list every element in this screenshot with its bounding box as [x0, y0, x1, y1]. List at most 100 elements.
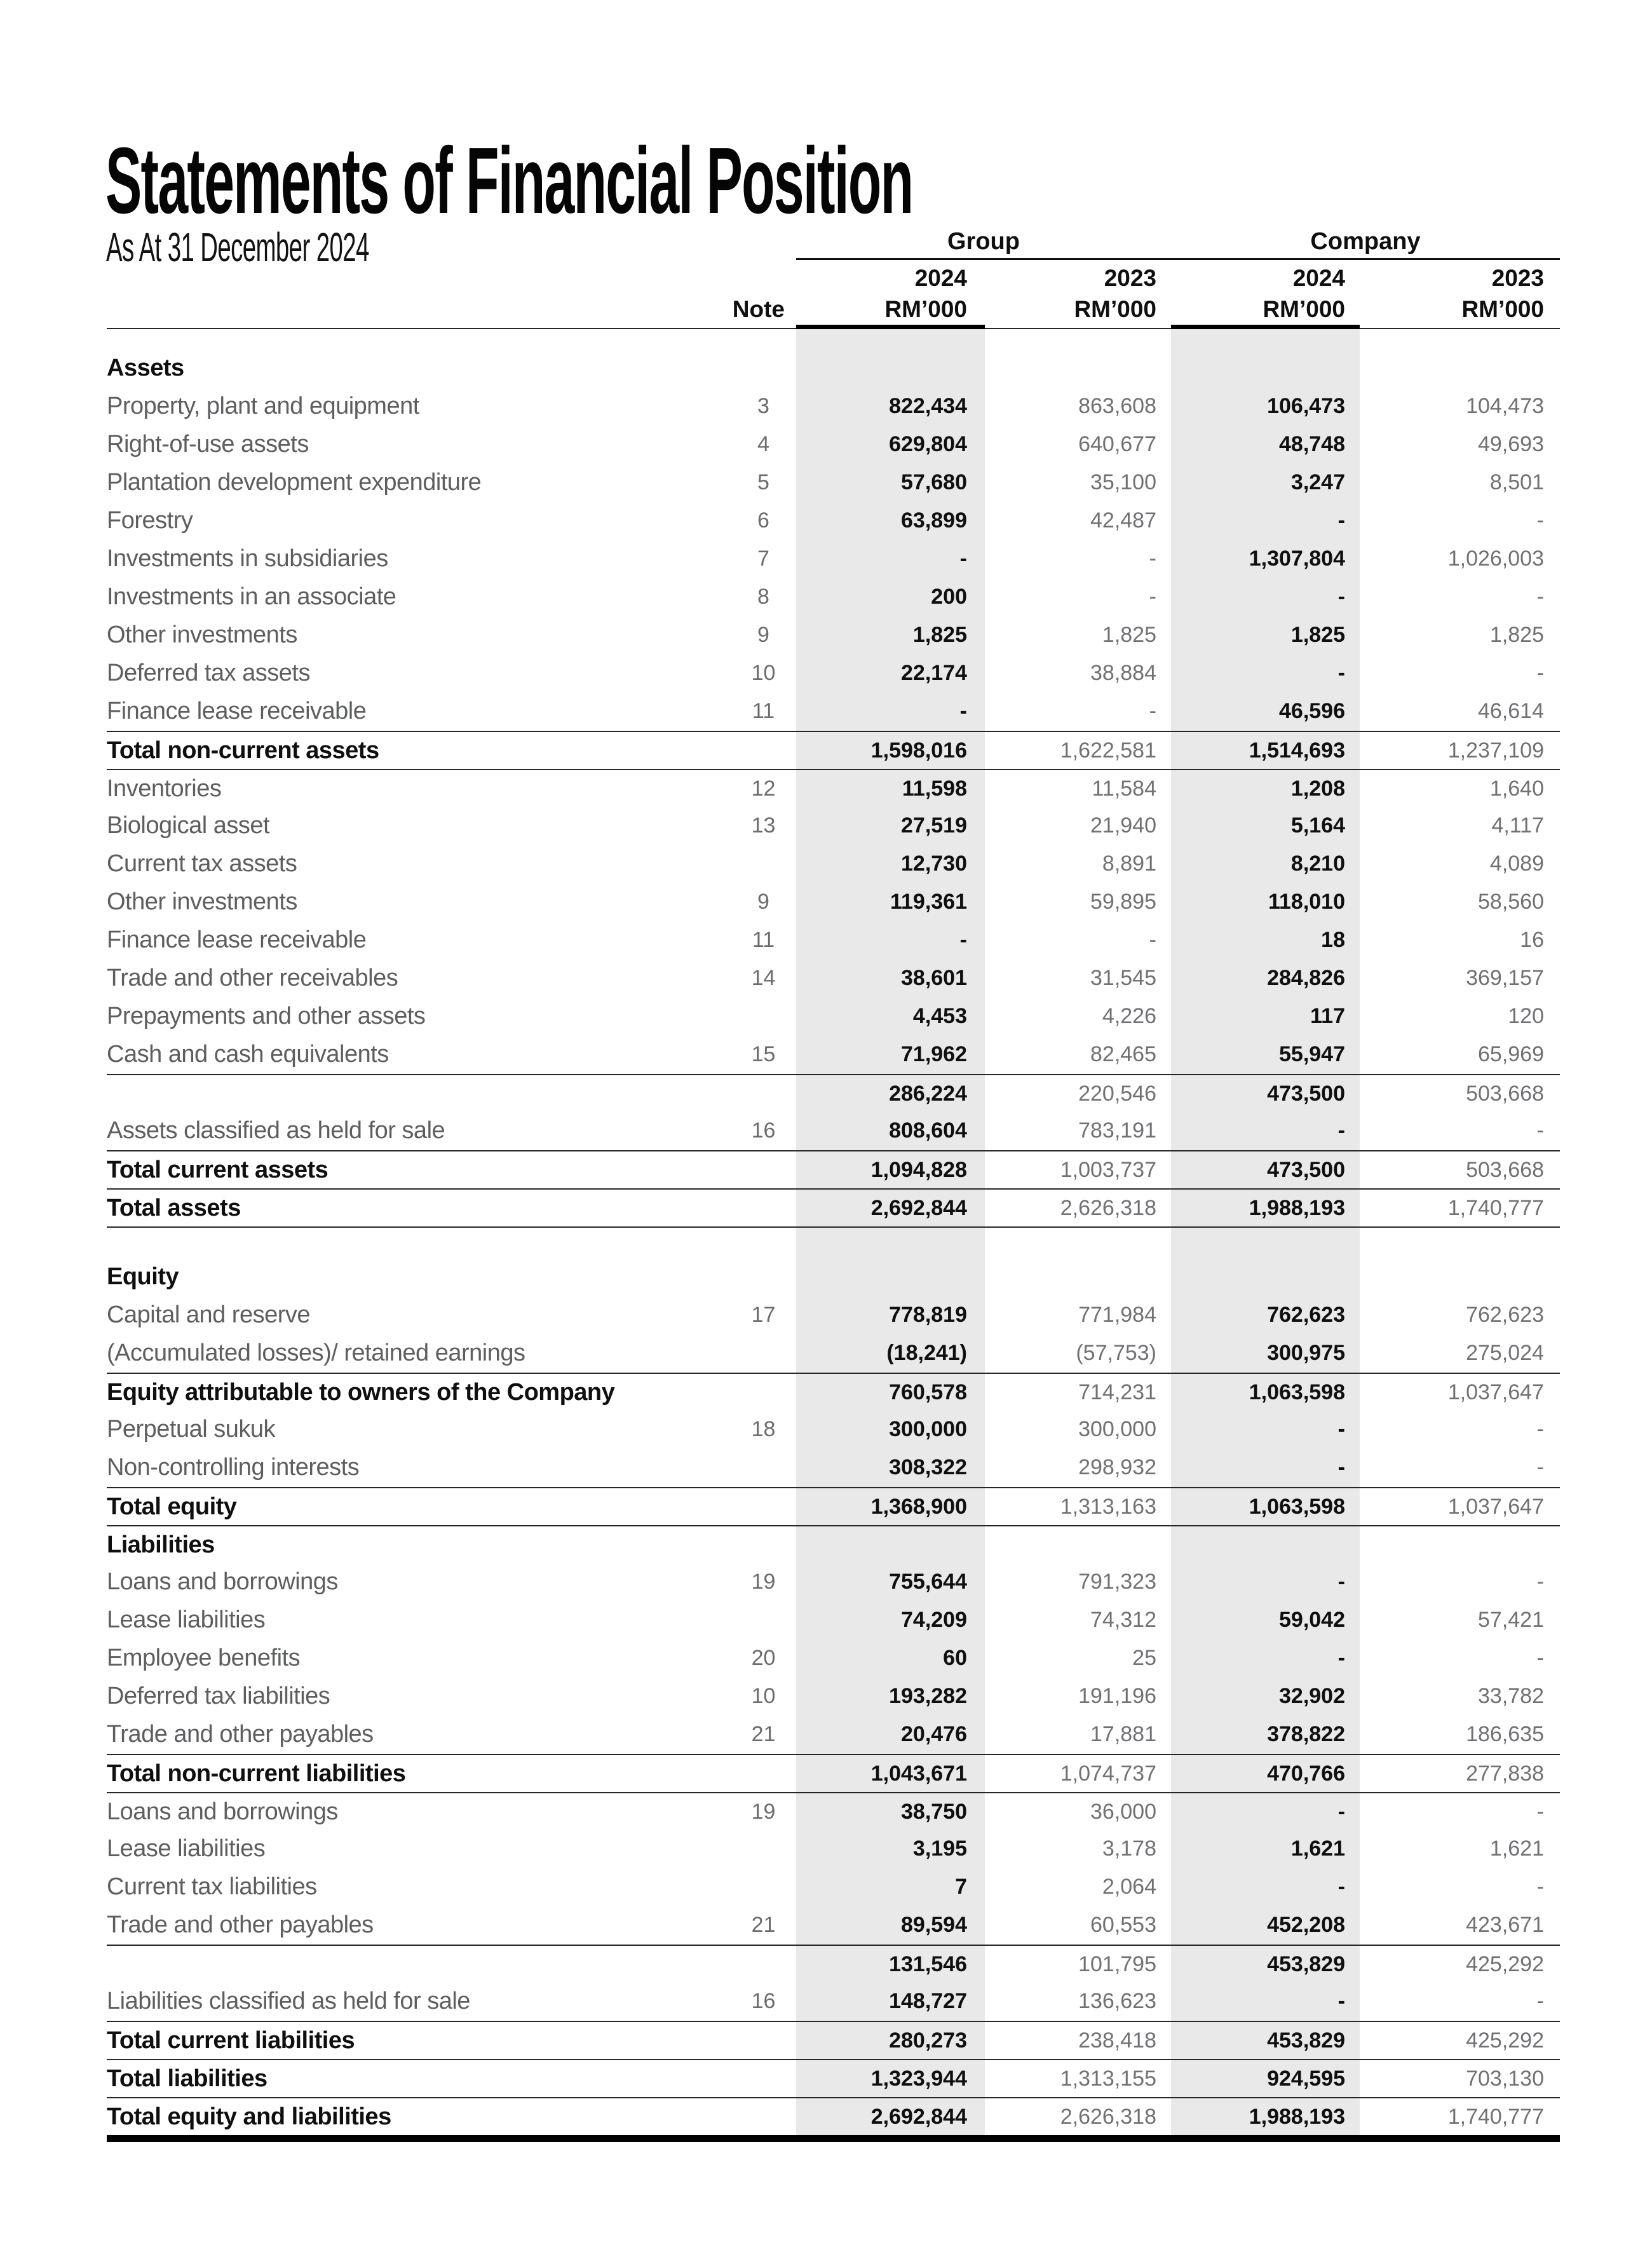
- table-row: Loans and borrowings 19 38,750 36,000 - …: [107, 1792, 1560, 1830]
- row-note: 14: [751, 966, 776, 990]
- table-row: 286,224 220,546 473,500 503,668: [107, 1074, 1560, 1112]
- value-group-2024: [796, 350, 985, 388]
- value-group-2023: [985, 1258, 1171, 1296]
- table-row: Lease liabilities 74,209 74,312 59,042 5…: [107, 1601, 1560, 1640]
- value-company-2023: 423,671: [1466, 1913, 1544, 1937]
- row-note: 16: [751, 1989, 776, 2013]
- table-row: Lease liabilities 3,195 3,178 1,621 1,62…: [107, 1830, 1560, 1868]
- value-group-2024: 1,323,944: [870, 2067, 967, 2091]
- value-company-2023: 1,825: [1489, 623, 1544, 647]
- value-company-2023: -: [1536, 1570, 1544, 1594]
- value-group-2024: 808,604: [889, 1118, 967, 1143]
- row-note: [731, 1334, 796, 1373]
- value-group-2024: 822,434: [889, 394, 967, 418]
- value-group-2023: (57,753): [1076, 1341, 1156, 1365]
- row-label: Forestry: [107, 507, 193, 534]
- value-group-2024: 2,692,844: [870, 1196, 967, 1220]
- value-group-2024: -: [959, 699, 967, 723]
- value-company-2024: 924,595: [1267, 2067, 1345, 2091]
- row-note: 6: [757, 508, 769, 533]
- row-label: Total equity: [107, 1493, 237, 1520]
- value-company-2024: 453,829: [1267, 1952, 1345, 1976]
- row-label: [107, 1946, 731, 1983]
- value-company-2024: 1,988,193: [1249, 2105, 1345, 2129]
- value-company-2024: -: [1337, 1417, 1345, 1441]
- value-group-2023: 220,546: [1078, 1082, 1156, 1106]
- value-company-2024: 8,210: [1290, 852, 1345, 876]
- value-group-2024: 1,043,671: [870, 1762, 967, 1786]
- table-row: Non-controlling interests 308,322 298,93…: [107, 1449, 1560, 1487]
- row-label: Property, plant and equipment: [107, 393, 419, 419]
- value-company-2023: 369,157: [1466, 966, 1544, 990]
- value-company-2024: 762,623: [1267, 1303, 1345, 1327]
- value-group-2024: 760,578: [889, 1380, 967, 1404]
- value-company-2024: 1,621: [1290, 1837, 1345, 1861]
- table-row: Equity: [107, 1258, 1560, 1296]
- value-company-2023: 1,026,003: [1447, 547, 1544, 571]
- value-company-2023: 49,693: [1478, 432, 1544, 456]
- value-group-2024: 1,368,900: [870, 1495, 967, 1519]
- value-group-2024: 286,224: [889, 1082, 967, 1106]
- table-body: Assets Property, plant and equipment 3 8…: [107, 329, 1560, 2135]
- value-group-2023: 11,584: [1092, 777, 1156, 801]
- value-company-2023: -: [1536, 1989, 1544, 2013]
- table-row: 131,546 101,795 453,829 425,292: [107, 1945, 1560, 1983]
- value-company-2024: 59,042: [1279, 1608, 1345, 1632]
- table-row: Liabilities: [107, 1525, 1560, 1563]
- value-company-2023: 503,668: [1466, 1082, 1544, 1106]
- table-row: Current tax assets 12,730 8,891 8,210 4,…: [107, 845, 1560, 883]
- value-group-2023: 4,226: [1102, 1004, 1156, 1028]
- table-row: Current tax liabilities 7 2,064 - -: [107, 1868, 1560, 1906]
- value-company-2023: 1,037,647: [1447, 1495, 1544, 1519]
- value-company-2024: -: [1337, 585, 1345, 609]
- value-company-2023: 65,969: [1478, 1042, 1544, 1066]
- row-note: [731, 350, 796, 388]
- year-header-company-2024: 2024: [1292, 265, 1345, 291]
- table-row: Plantation development expenditure 5 57,…: [107, 464, 1560, 502]
- value-company-2024: 117: [1310, 1004, 1345, 1028]
- row-label: Loans and borrowings: [107, 1568, 338, 1595]
- value-company-2024: 3,247: [1290, 470, 1345, 494]
- value-company-2024: 118,010: [1268, 890, 1345, 914]
- value-company-2023: 46,614: [1478, 699, 1544, 723]
- value-company-2024: 1,307,804: [1249, 547, 1345, 571]
- unit-header-group-2024: RM’000: [884, 296, 967, 322]
- value-company-2023: -: [1536, 1118, 1544, 1143]
- value-group-2024: 4,453: [912, 1004, 967, 1028]
- table-row: Finance lease receivable 11 - - 18 16: [107, 921, 1560, 960]
- row-label: Perpetual sukuk: [107, 1416, 276, 1443]
- value-group-2024: 38,750: [901, 1800, 967, 1824]
- value-group-2024: (18,241): [886, 1341, 967, 1365]
- table-row: Trade and other payables 21 20,476 17,88…: [107, 1716, 1560, 1754]
- value-company-2024: [1171, 1258, 1360, 1296]
- value-group-2023: 771,984: [1078, 1303, 1156, 1327]
- value-company-2023: 1,640: [1489, 777, 1544, 801]
- note-column-header: Note: [732, 296, 785, 322]
- value-company-2023: -: [1536, 1646, 1544, 1670]
- value-company-2023: 120: [1508, 1004, 1544, 1028]
- row-note: 11: [752, 699, 775, 723]
- value-company-2024: -: [1337, 508, 1345, 533]
- value-group-2023: 82,465: [1090, 1042, 1156, 1066]
- row-note: [731, 1258, 796, 1296]
- value-group-2024: 629,804: [889, 432, 967, 456]
- value-company-2024: -: [1337, 1118, 1345, 1143]
- value-company-2024: -: [1337, 1800, 1345, 1824]
- value-company-2024: 5,164: [1290, 813, 1345, 838]
- row-label: Equity attributable to owners of the Com…: [107, 1379, 615, 1406]
- value-company-2024: 1,208: [1290, 777, 1345, 801]
- value-group-2024: 300,000: [889, 1417, 967, 1441]
- value-group-2024: 119,361: [890, 890, 967, 914]
- value-company-2024: 48,748: [1279, 432, 1345, 456]
- value-company-2023: [1360, 350, 1560, 388]
- value-group-2024: 74,209: [901, 1608, 967, 1632]
- unit-header-group-2023: RM’000: [1074, 296, 1156, 322]
- row-label: Capital and reserve: [107, 1301, 311, 1328]
- row-label: Other investments: [107, 621, 297, 648]
- value-company-2023: 1,740,777: [1447, 1196, 1544, 1220]
- row-label: Trade and other payables: [107, 1911, 374, 1938]
- column-group-underline: [796, 258, 1560, 260]
- value-group-2023: 21,940: [1090, 813, 1156, 838]
- row-note: 9: [757, 623, 769, 647]
